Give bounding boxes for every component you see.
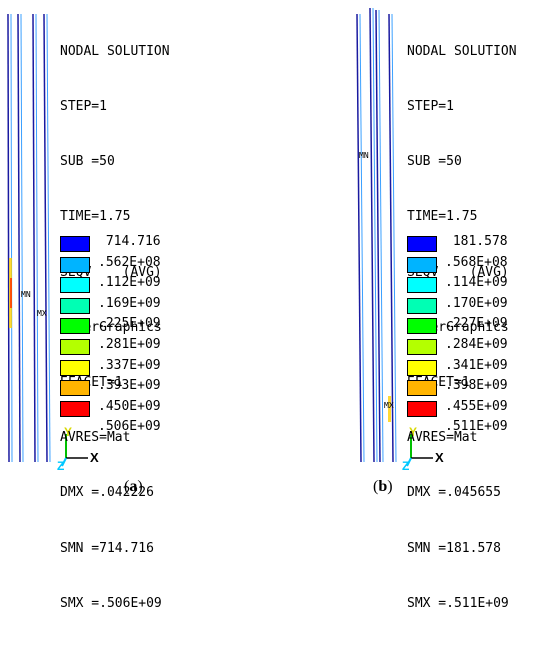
info-line: SMN =714.716 (60, 540, 154, 556)
axis-z-label: Z (402, 459, 409, 473)
stress-highlight (388, 396, 391, 422)
legend-value: .398E+09 (445, 378, 508, 394)
legend-value: .511E+09 (445, 419, 508, 435)
stress-highlight (10, 278, 12, 308)
legend-value: .506E+09 (98, 419, 161, 435)
figure-caption: (a) (124, 478, 143, 495)
info-line: NODAL SOLUTION (407, 43, 517, 59)
legend-value: .562E+08 (98, 254, 161, 270)
info-line: SMN =181.578 (407, 540, 501, 556)
z-axis-arrow-icon (406, 457, 412, 467)
panel-a: MN MX Y X Z NODAL SOLUTION STEP=1 SUB =5… (0, 0, 275, 611)
legend-swatch (407, 277, 437, 294)
legend-swatch (60, 318, 90, 335)
rail-line (375, 9, 381, 463)
info-line: NODAL SOLUTION (60, 43, 170, 59)
legend-value: 714.716 (98, 234, 161, 249)
legend-value: .225E+09 (98, 316, 161, 332)
mesh-plot-a: MN MX Y X Z (7, 13, 99, 473)
rail-line (378, 9, 384, 463)
rail-line (391, 13, 397, 463)
rail-line (43, 13, 48, 463)
rail-line (35, 13, 39, 463)
rail-line (20, 13, 24, 463)
info-line: DMX =.045655 (407, 485, 501, 501)
legend-value: .393E+09 (98, 378, 161, 394)
axis-x-label: X (435, 450, 444, 465)
info-line: SUB =50 (60, 154, 115, 170)
legend-value: 181.578 (445, 234, 508, 249)
legend-swatch (407, 338, 437, 355)
legend-swatch (407, 236, 437, 252)
info-line: SUB =50 (407, 154, 462, 170)
legend-swatch (60, 297, 90, 314)
rail-line (7, 13, 10, 463)
legend-value: .337E+09 (98, 357, 161, 373)
info-line: SMX =.506E+09 (60, 595, 162, 611)
legend-value: .568E+08 (445, 254, 508, 270)
panel-b: MN MX Y X Z NODAL SOLUTION STEP=1 SUB =5… (275, 0, 550, 611)
legend-value: .114E+09 (445, 275, 508, 291)
rail-line (10, 13, 13, 463)
legend-value: .281E+09 (98, 336, 161, 352)
axis-y-label: Y (409, 425, 417, 439)
legend-value: .284E+09 (445, 336, 508, 352)
legend-swatch (60, 380, 90, 397)
rail-line (388, 13, 394, 463)
rail-line (17, 13, 21, 463)
info-line: AVRES=Mat (60, 430, 131, 446)
info-line: DMX =.042226 (60, 485, 154, 501)
legend-value: .169E+09 (98, 295, 161, 311)
rail-line (372, 7, 378, 463)
legend-value: .170E+09 (445, 295, 508, 311)
legend-swatch (407, 297, 437, 314)
legend-swatch (60, 236, 90, 252)
info-line: STEP=1 (407, 99, 454, 115)
axis-y-label: Y (64, 425, 72, 439)
axis-x-label: X (90, 450, 99, 465)
mesh-plot-b: MN MX Y X Z (356, 7, 444, 473)
legend-value: .112E+09 (98, 275, 161, 291)
legend-swatch (407, 380, 437, 397)
legend-swatch (60, 338, 90, 355)
info-line: TIME=1.75 (407, 209, 478, 225)
axis-z-label: Z (57, 459, 64, 473)
rail-line (46, 13, 51, 463)
rail-line (356, 13, 362, 463)
min-marker-label: MN (359, 151, 369, 160)
legend-swatch (60, 359, 90, 376)
legend-value: .341E+09 (445, 357, 508, 373)
rail-line (369, 7, 375, 463)
figure-caption: (b) (373, 478, 393, 495)
rail-line (359, 13, 365, 463)
legend-swatch (407, 318, 437, 335)
legend-swatch (407, 400, 437, 417)
max-marker-label: MX (384, 401, 394, 410)
max-marker-label: MX (37, 309, 47, 318)
info-line: SMX =.511E+09 (407, 595, 509, 611)
legend-value: .455E+09 (445, 398, 508, 414)
min-marker-label: MN (21, 290, 31, 299)
legend-swatch (60, 277, 90, 294)
legend-swatch (407, 359, 437, 376)
legend-swatch (60, 400, 90, 417)
info-line: TIME=1.75 (60, 209, 131, 225)
caption-letter: a (129, 478, 138, 495)
info-line: AVRES=Mat (407, 430, 478, 446)
legend-value: .227E+09 (445, 316, 508, 332)
legend-swatch (60, 256, 90, 273)
caption-letter: b (378, 478, 388, 495)
legend-value: .450E+09 (98, 398, 161, 414)
info-line: STEP=1 (60, 99, 107, 115)
rail-line (32, 13, 36, 463)
legend-swatch (407, 256, 437, 273)
z-axis-arrow-icon (61, 457, 67, 467)
